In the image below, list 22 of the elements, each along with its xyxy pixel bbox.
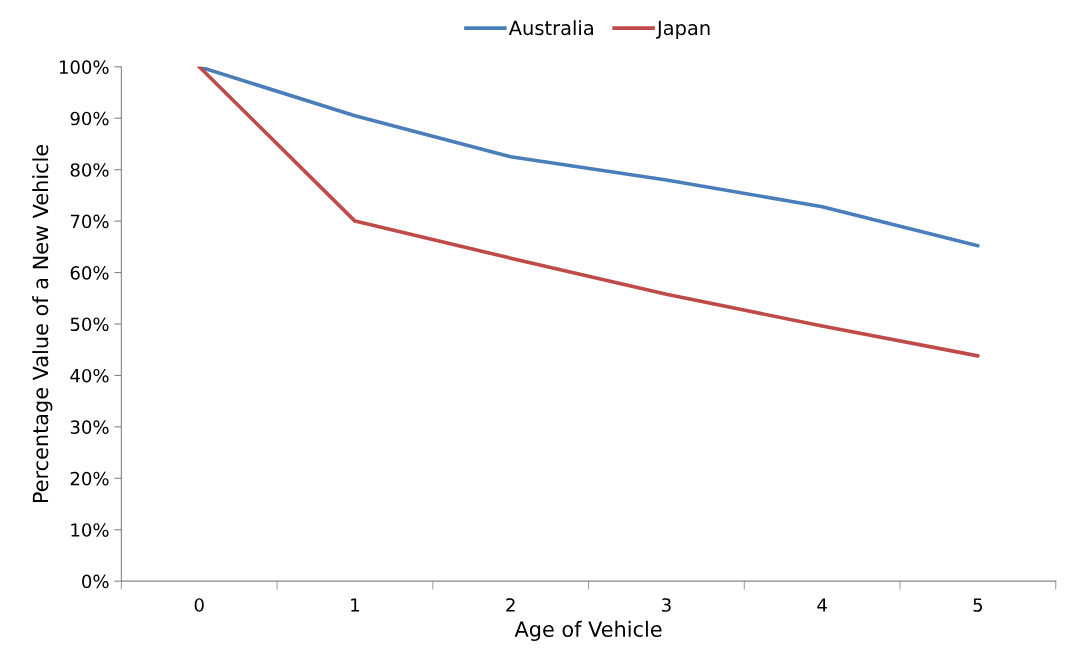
y-tick-label: 40% [70, 368, 109, 383]
x-tick-label: 2 [506, 598, 515, 612]
y-axis-title: Percentage Value of a New Vehicle [32, 144, 53, 503]
y-tick-label: 80% [70, 163, 109, 177]
y-tick-label: 10% [71, 523, 109, 537]
y-tick-label: 100% [59, 60, 109, 74]
x-tick-label: 5 [973, 598, 983, 612]
x-tick-label: 0 [194, 598, 204, 612]
legend-label: Australia [508, 20, 593, 36]
y-tick-label: 0% [82, 574, 109, 589]
x-tick-label: 3 [662, 598, 671, 612]
y-tick-label: 30% [70, 420, 109, 434]
y-tick-label: 20% [70, 471, 109, 486]
line-series [197, 66, 980, 358]
y-tick-label: 90% [70, 111, 109, 126]
x-tick-label: 1 [351, 598, 360, 612]
x-tick-label: 4 [817, 598, 827, 612]
x-axis-title: Age of Vehicle [514, 620, 662, 642]
y-tick-label: 50% [70, 317, 109, 332]
legend-label: Japan [655, 20, 710, 40]
y-tick-label: 70% [70, 214, 109, 229]
y-tick-label: 60% [70, 266, 109, 280]
